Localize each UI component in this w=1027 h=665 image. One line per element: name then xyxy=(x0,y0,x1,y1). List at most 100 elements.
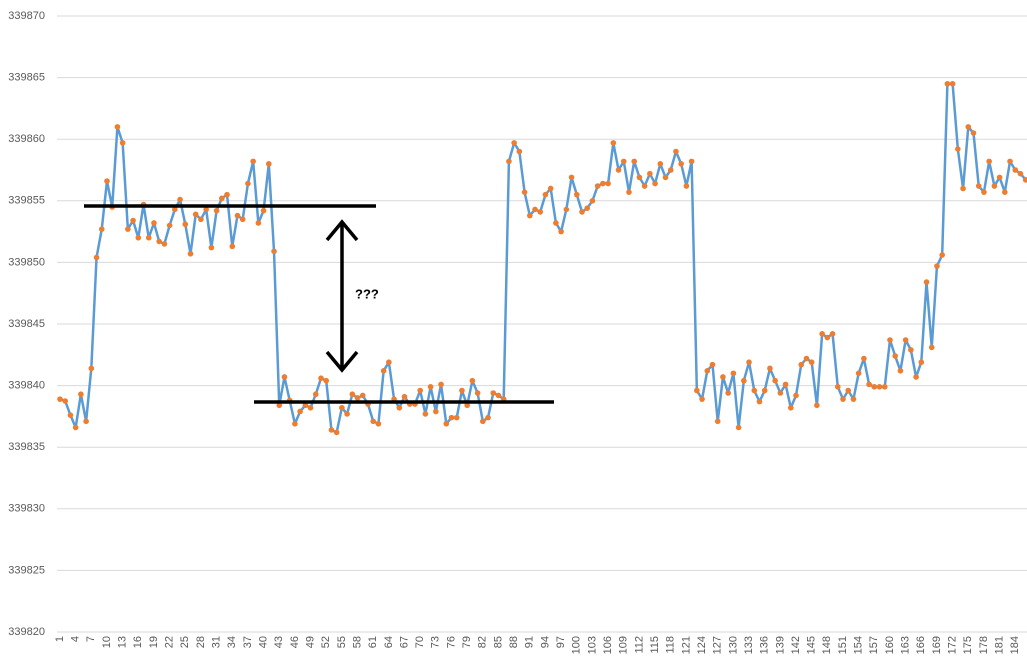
x-tick-label: 61 xyxy=(367,636,379,648)
x-tick-label: 163 xyxy=(900,636,912,654)
data-point xyxy=(119,140,126,146)
data-point xyxy=(260,207,267,214)
data-point xyxy=(57,396,63,402)
data-point xyxy=(709,361,716,368)
x-tick-label: 103 xyxy=(586,636,598,654)
data-point xyxy=(312,391,319,398)
data-point xyxy=(527,212,533,219)
data-point xyxy=(172,206,178,213)
x-tick-label: 184 xyxy=(1009,636,1021,654)
x-tick-label: 67 xyxy=(398,636,410,648)
data-point xyxy=(720,374,726,380)
data-point xyxy=(135,234,142,241)
x-tick-label: 115 xyxy=(649,636,661,654)
x-tick-label: 178 xyxy=(978,636,990,654)
data-point xyxy=(887,337,893,343)
data-point xyxy=(558,228,564,235)
data-point xyxy=(579,209,585,215)
data-point xyxy=(605,180,611,187)
x-tick-label: 121 xyxy=(680,636,692,654)
data-point xyxy=(203,206,209,213)
data-point xyxy=(673,148,679,155)
data-point xyxy=(93,254,100,261)
x-tick-label: 82 xyxy=(477,636,489,648)
data-point xyxy=(850,396,857,402)
x-tick-label: 70 xyxy=(414,636,426,648)
x-tick-label: 22 xyxy=(164,636,176,648)
data-point xyxy=(380,368,387,374)
data-point xyxy=(255,220,262,226)
x-tick-label: 58 xyxy=(351,636,363,648)
data-point xyxy=(735,424,742,431)
data-point xyxy=(636,174,643,181)
data-point xyxy=(714,418,721,425)
data-point xyxy=(349,391,356,398)
data-point xyxy=(688,158,695,165)
data-point xyxy=(250,158,256,165)
data-point xyxy=(767,365,773,372)
y-tick-label: 339850 xyxy=(8,256,45,268)
data-point xyxy=(620,158,627,165)
data-point xyxy=(944,80,951,87)
data-point xyxy=(354,395,361,401)
y-tick-label: 339825 xyxy=(8,564,45,576)
data-point xyxy=(1012,167,1019,173)
data-point xyxy=(161,241,168,247)
data-point xyxy=(318,375,324,382)
data-point xyxy=(370,418,377,425)
x-tick-label: 37 xyxy=(242,636,254,648)
x-tick-label: 154 xyxy=(853,636,865,654)
x-tick-label: 10 xyxy=(101,636,113,648)
x-tick-label: 64 xyxy=(383,636,395,648)
data-point xyxy=(516,148,523,155)
data-point xyxy=(861,355,867,362)
data-point xyxy=(610,140,617,146)
data-point xyxy=(276,402,283,409)
data-point xyxy=(975,183,982,189)
data-point xyxy=(83,418,89,425)
data-point xyxy=(344,411,350,417)
data-line xyxy=(59,82,1027,434)
data-point xyxy=(459,387,465,394)
data-point xyxy=(213,207,220,214)
data-point xyxy=(970,130,977,136)
data-point xyxy=(981,189,987,195)
data-point xyxy=(145,234,152,241)
x-tick-label: 100 xyxy=(571,636,583,654)
x-tick-label: 49 xyxy=(304,636,316,648)
data-point xyxy=(72,424,79,431)
data-point xyxy=(62,398,69,404)
data-point xyxy=(234,212,241,219)
data-point xyxy=(678,161,684,167)
data-point xyxy=(855,370,862,377)
data-point xyxy=(464,402,470,409)
data-point xyxy=(918,359,925,365)
y-tick-label: 339855 xyxy=(8,195,45,207)
x-tick-label: 181 xyxy=(994,636,1006,654)
data-point xyxy=(177,196,183,203)
x-tick-label: 79 xyxy=(461,636,473,648)
data-point xyxy=(443,420,450,427)
data-point xyxy=(934,263,940,269)
data-point xyxy=(438,381,444,388)
x-tick-label: 124 xyxy=(696,636,708,654)
data-point xyxy=(192,211,199,218)
y-tick-label: 339865 xyxy=(8,72,45,84)
data-point xyxy=(266,161,272,167)
data-point xyxy=(156,238,162,245)
data-point xyxy=(547,185,554,192)
x-tick-label: 46 xyxy=(289,636,301,648)
x-tick-label: 175 xyxy=(962,636,974,654)
annotation-text: ??? xyxy=(355,286,379,301)
x-tick-label: 43 xyxy=(273,636,285,648)
x-tick-label: 1 xyxy=(54,636,66,642)
x-tick-label: 172 xyxy=(947,636,959,654)
data-point xyxy=(939,252,945,258)
x-tick-label: 94 xyxy=(539,636,551,648)
annotation-group: ??? xyxy=(84,204,554,404)
x-tick-label: 73 xyxy=(430,636,442,648)
x-tick-label: 118 xyxy=(665,636,677,654)
data-point xyxy=(986,158,992,165)
data-point xyxy=(67,412,74,418)
x-tick-label: 127 xyxy=(712,636,724,654)
